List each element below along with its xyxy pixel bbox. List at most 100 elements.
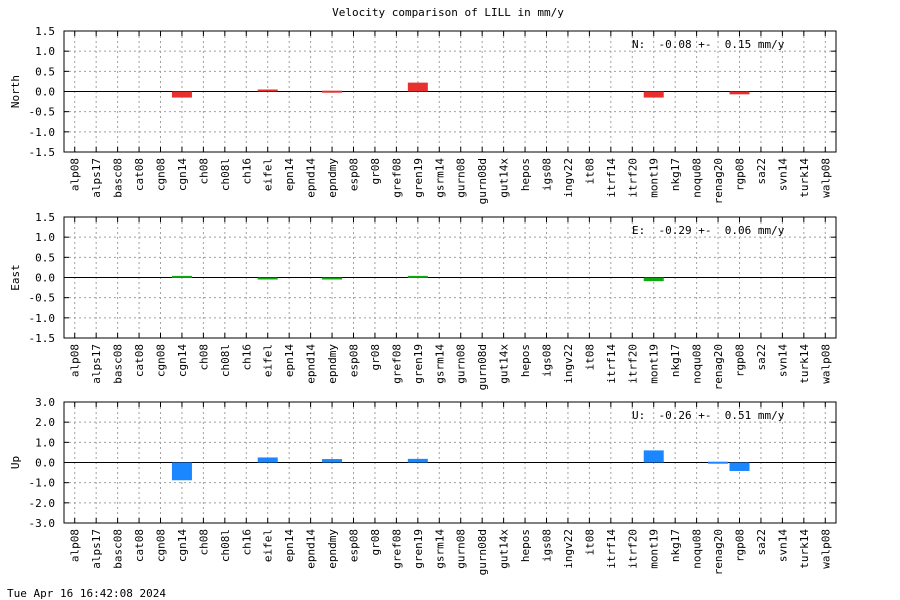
x-tick-label: gref08 xyxy=(390,344,403,384)
x-tick-label: itrf20 xyxy=(626,344,639,384)
x-tick-label: gsrm14 xyxy=(433,158,446,198)
x-tick-label: alp08 xyxy=(69,158,82,191)
y-tick-label: 0.0 xyxy=(35,272,55,285)
chart-title: Velocity comparison of LILL in mm/y xyxy=(332,6,564,19)
x-tick-label: it08 xyxy=(583,529,596,556)
panel-east: 1.5 1.0 0.5 0.0 -0.5 -1.0 -1.5 alp08 alps17 basc0… xyxy=(9,211,837,390)
bar-gren19 xyxy=(407,458,428,463)
y-tick-label: 2.0 xyxy=(35,416,55,429)
x-tick-label: svn14 xyxy=(776,344,789,377)
x-tick-label: svn14 xyxy=(776,529,789,562)
x-tick-label: gurn08d xyxy=(476,529,489,575)
x-tick-label: ch16 xyxy=(240,158,253,185)
x-tick-label: basc08 xyxy=(112,529,125,569)
y-tick-label: 0.5 xyxy=(35,65,55,78)
x-tick-label: cat08 xyxy=(133,529,146,562)
y-tick-label: -3.0 xyxy=(29,517,56,530)
x-tick-label: renag20 xyxy=(712,529,725,575)
bar-rgp08 xyxy=(729,462,750,471)
x-tick-label: turk14 xyxy=(798,158,811,198)
x-tick-label: epn14 xyxy=(283,529,296,562)
y-tick-label: 1.5 xyxy=(35,211,55,224)
panel-annotation: U: -0.26 +- 0.51 mm/y xyxy=(632,409,785,422)
x-tick-label: rgp08 xyxy=(734,158,747,191)
x-tick-label: cat08 xyxy=(133,344,146,377)
x-tick-label: hepos xyxy=(519,344,532,377)
x-tick-label: gsrm14 xyxy=(433,529,446,569)
y-tick-label: -1.0 xyxy=(29,477,56,490)
x-tick-label: gsrm14 xyxy=(433,344,446,384)
x-tick-label: hepos xyxy=(519,158,532,191)
x-tick-label: alp08 xyxy=(69,529,82,562)
y-tick-label: -1.5 xyxy=(29,146,56,159)
x-tick-label: ch08 xyxy=(197,344,210,371)
x-tick-label: alps17 xyxy=(90,529,103,569)
bar-mont19 xyxy=(643,277,664,282)
x-tick-label: epndmy xyxy=(326,158,339,198)
bar-rgp08 xyxy=(729,91,750,95)
x-tick-label: gurn08 xyxy=(455,344,468,384)
y-tick-label: -0.5 xyxy=(29,292,56,305)
bar-epndmy xyxy=(322,277,343,280)
y-tick-label: 3.0 xyxy=(35,396,55,409)
x-tick-label: cgn08 xyxy=(155,158,168,191)
x-tick-label: rgp08 xyxy=(734,529,747,562)
x-tick-label: gren19 xyxy=(412,529,425,569)
x-tick-label: noqu08 xyxy=(691,158,704,198)
x-tick-label: esp08 xyxy=(348,344,361,377)
y-axis-label: Up xyxy=(9,456,22,469)
x-tick-label: eifel xyxy=(262,529,275,562)
bar-renag20 xyxy=(708,461,729,464)
x-tick-label: cgn08 xyxy=(155,344,168,377)
x-tick-label: nkg17 xyxy=(669,158,682,191)
x-tick-label: gref08 xyxy=(390,158,403,198)
x-tick-label: igs08 xyxy=(541,158,554,191)
x-tick-label: cgn14 xyxy=(176,529,189,562)
x-tick-label: itrf20 xyxy=(626,158,639,198)
y-tick-label: -1.5 xyxy=(29,332,56,345)
x-tick-label: ch16 xyxy=(240,529,253,556)
y-axis-label: North xyxy=(9,75,22,108)
plot-frame xyxy=(63,30,837,153)
x-tick-label: itrf14 xyxy=(605,344,618,384)
x-tick-label: itrf14 xyxy=(605,529,618,569)
bar-epndmy xyxy=(322,459,343,463)
x-tick-label: gurn08d xyxy=(476,344,489,390)
x-tick-label: walp08 xyxy=(819,344,832,384)
panel-up: 3.0 2.0 1.0 0.0 -1.0 -2.0 -3.0 alp08 alps17 basc0… xyxy=(9,396,837,575)
y-tick-label: -1.0 xyxy=(29,126,56,139)
x-tick-label: cgn14 xyxy=(176,344,189,377)
x-tick-label: epndmy xyxy=(326,344,339,384)
x-tick-label: itrf14 xyxy=(605,158,618,198)
x-tick-label: rgp08 xyxy=(734,344,747,377)
x-tick-label: alp08 xyxy=(69,344,82,377)
x-tick-label: gr08 xyxy=(369,158,382,185)
y-axis-label: East xyxy=(9,264,22,291)
x-tick-label: ingv22 xyxy=(562,158,575,198)
x-tick-label: basc08 xyxy=(112,158,125,198)
x-tick-label: mont19 xyxy=(648,344,661,384)
x-tick-label: cgn14 xyxy=(176,158,189,191)
bar-gren19 xyxy=(407,82,428,92)
y-tick-label: 0.5 xyxy=(35,251,55,264)
panel-annotation: E: -0.29 +- 0.06 mm/y xyxy=(632,224,785,237)
bar-cgn14 xyxy=(171,91,192,98)
x-tick-label: walp08 xyxy=(819,158,832,198)
plot-frame xyxy=(63,401,837,524)
x-tick-label: epnd14 xyxy=(305,158,318,198)
x-tick-label: cgn08 xyxy=(155,529,168,562)
x-tick-label: gurn08 xyxy=(455,529,468,569)
x-tick-label: ingv22 xyxy=(562,344,575,384)
x-tick-label: walp08 xyxy=(819,529,832,569)
x-tick-label: epndmy xyxy=(326,529,339,569)
y-tick-label: -0.5 xyxy=(29,106,56,119)
x-tick-label: itrf20 xyxy=(626,529,639,569)
x-tick-label: nkg17 xyxy=(669,529,682,562)
x-tick-label: turk14 xyxy=(798,344,811,384)
x-tick-label: alps17 xyxy=(90,344,103,384)
y-tick-label: 1.0 xyxy=(35,231,55,244)
x-tick-label: turk14 xyxy=(798,529,811,569)
y-tick-label: 0.0 xyxy=(35,457,55,470)
bar-mont19 xyxy=(643,450,664,463)
